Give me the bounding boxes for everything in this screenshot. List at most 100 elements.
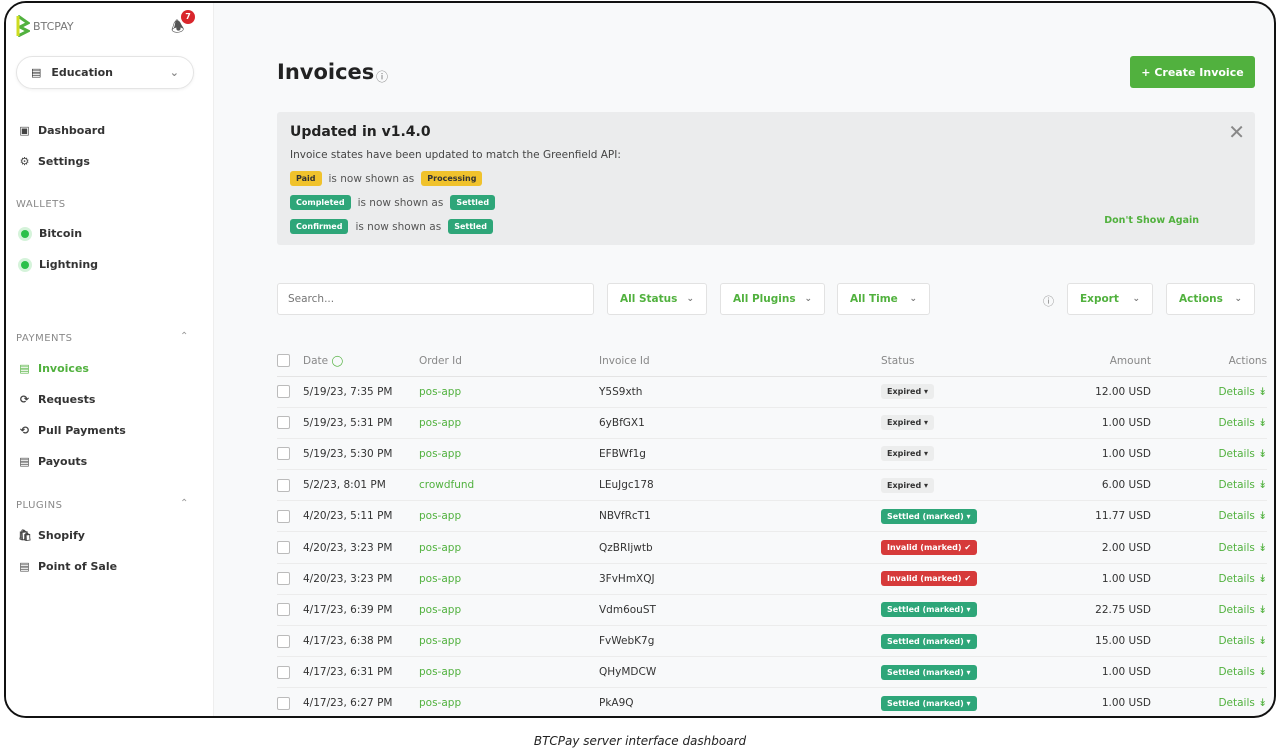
row-checkbox[interactable] [277, 416, 290, 430]
chevron-double-down-icon: ↡ [1258, 385, 1267, 398]
table-row: 4/17/23, 6:39 PM pos-app Vdm6ouST Settle… [277, 594, 1267, 627]
order-id-link[interactable]: pos-app [419, 635, 462, 648]
sidebar-item-requests[interactable]: ⟳ Requests [18, 393, 96, 406]
plugins-filter[interactable]: All Plugins ⌄ [720, 283, 825, 315]
details-link[interactable]: Details ↡ [1218, 542, 1267, 554]
sidebar-item-shopify[interactable]: 🛍 Shopify [18, 529, 85, 542]
table-row: 4/20/23, 3:23 PM pos-app QzBRIjwtb Inval… [277, 531, 1267, 564]
request-icon: ⟳ [19, 393, 30, 406]
invoice-id: NBVfRcT1 [599, 500, 881, 533]
row-checkbox[interactable] [277, 509, 290, 523]
order-id-link[interactable]: pos-app [419, 541, 462, 554]
details-link[interactable]: Details ↡ [1218, 448, 1267, 460]
status-badge[interactable]: Expired ▾ [881, 446, 935, 462]
store-selector[interactable]: ▤ Education ⌄ [16, 56, 194, 89]
info-icon[interactable]: ⓘ [376, 70, 389, 84]
row-checkbox[interactable] [277, 385, 290, 399]
row-checkbox[interactable] [277, 447, 290, 461]
status-badge[interactable]: Expired ▾ [881, 415, 935, 431]
status-badge[interactable]: Invalid (marked) ✔ [881, 571, 978, 587]
chevron-double-down-icon: ↡ [1258, 541, 1267, 554]
chevron-up-icon: ⌃ [180, 498, 189, 509]
order-id-link[interactable]: pos-app [419, 510, 462, 523]
order-id-link[interactable]: pos-app [419, 697, 462, 710]
column-actions: Actions [1151, 346, 1267, 377]
status-badge[interactable]: Invalid (marked) ✔ [881, 540, 978, 556]
status-label: Settled (marked) [887, 698, 964, 708]
table-row: 4/20/23, 3:23 PM pos-app 3FvHmXQJ Invali… [277, 563, 1267, 595]
order-id-link[interactable]: pos-app [419, 385, 462, 398]
status-badge[interactable]: Expired ▾ [881, 477, 935, 493]
status-badge[interactable]: Settled (marked) ▾ [881, 508, 977, 524]
order-id-link[interactable]: pos-app [419, 416, 462, 429]
section-plugins[interactable]: PLUGINS ⌃ [16, 498, 188, 511]
invoice-icon: ▤ [19, 362, 30, 375]
details-link[interactable]: Details ↡ [1218, 666, 1267, 678]
invoice-date: 4/17/23, 6:39 PM [303, 594, 419, 627]
order-id-link[interactable]: pos-app [419, 447, 462, 460]
row-checkbox[interactable] [277, 603, 290, 617]
status-dot-icon [21, 260, 29, 269]
details-link[interactable]: Details ↡ [1218, 417, 1267, 429]
filter-label: All Status [620, 293, 678, 305]
export-button[interactable]: Export ⌄ [1067, 283, 1153, 315]
invoice-id: EFBWf1g [599, 438, 881, 471]
row-checkbox[interactable] [277, 478, 290, 492]
order-id-link[interactable]: pos-app [419, 666, 462, 679]
status-caret-icon: ✔ [961, 574, 972, 584]
invoice-id: Y5S9xth [599, 376, 881, 408]
details-link[interactable]: Details ↡ [1218, 635, 1267, 647]
column-invoice-id: Invoice Id [599, 346, 881, 377]
row-checkbox[interactable] [277, 541, 290, 555]
details-link[interactable]: Details ↡ [1218, 510, 1267, 522]
sidebar-item-pull-payments[interactable]: ⟲ Pull Payments [18, 424, 126, 437]
order-id-link[interactable]: pos-app [419, 572, 462, 585]
bell-icon[interactable]: 🕭 [171, 18, 185, 36]
page-title: Invoices [277, 60, 375, 84]
info-icon[interactable]: ⓘ [1043, 295, 1054, 308]
row-checkbox[interactable] [277, 696, 290, 710]
order-id-link[interactable]: pos-app [419, 603, 462, 616]
row-checkbox[interactable] [277, 665, 290, 679]
chevron-down-icon: ⌄ [909, 294, 917, 304]
logo[interactable]: BTCPAY [16, 15, 74, 37]
details-link[interactable]: Details ↡ [1218, 573, 1267, 585]
details-label: Details [1218, 572, 1255, 585]
section-payments[interactable]: PAYMENTS ⌃ [16, 331, 188, 344]
search-input[interactable] [277, 283, 594, 315]
sidebar-item-dashboard[interactable]: ▣ Dashboard [18, 124, 105, 137]
dont-show-again-button[interactable]: Don't Show Again [1104, 215, 1199, 226]
notice-row: Completed is now shown as Settled [290, 195, 496, 210]
status-badge[interactable]: Settled (marked) ▾ [881, 602, 977, 618]
status-badge[interactable]: Settled (marked) ▾ [881, 695, 977, 711]
details-link[interactable]: Details ↡ [1218, 479, 1267, 491]
actions-button[interactable]: Actions ⌄ [1166, 283, 1255, 315]
sidebar-item-payouts[interactable]: ▤ Payouts [18, 455, 87, 468]
details-link[interactable]: Details ↡ [1218, 604, 1267, 616]
row-checkbox[interactable] [277, 634, 290, 648]
status-badge[interactable]: Settled (marked) ▾ [881, 633, 977, 649]
close-icon[interactable]: ✕ [1228, 120, 1245, 144]
select-all-checkbox[interactable] [277, 354, 290, 368]
column-date[interactable]: Date ◯ [303, 346, 419, 377]
status-badge[interactable]: Expired ▾ [881, 384, 935, 400]
status-badge[interactable]: Settled (marked) ▾ [881, 664, 977, 680]
sidebar-item-point-of-sale[interactable]: ▤ Point of Sale [18, 560, 117, 573]
status-badge: Paid [290, 171, 322, 186]
invoice-id: LEuJgc178 [599, 469, 881, 502]
time-filter[interactable]: All Time ⌄ [837, 283, 930, 315]
sidebar-item-invoices[interactable]: ▤ Invoices [18, 362, 89, 375]
details-label: Details [1218, 479, 1255, 492]
status-filter[interactable]: All Status ⌄ [607, 283, 707, 315]
order-id-link[interactable]: crowdfund [419, 479, 475, 492]
sidebar-item-label: Payouts [38, 455, 88, 468]
sidebar-item-settings[interactable]: ⚙ Settings [18, 155, 90, 168]
details-label: Details [1218, 666, 1255, 679]
row-checkbox[interactable] [277, 572, 290, 586]
create-invoice-button[interactable]: + Create Invoice [1130, 56, 1255, 88]
sidebar-item-bitcoin[interactable]: Bitcoin [18, 227, 82, 240]
details-link[interactable]: Details ↡ [1218, 697, 1267, 709]
details-link[interactable]: Details ↡ [1218, 386, 1267, 398]
sidebar-item-lightning[interactable]: Lightning [18, 258, 98, 271]
details-label: Details [1218, 510, 1255, 523]
